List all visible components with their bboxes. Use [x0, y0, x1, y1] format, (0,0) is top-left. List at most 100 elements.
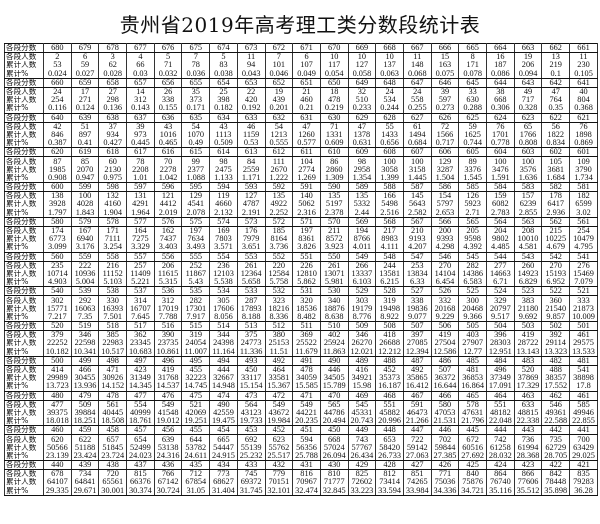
cell-score: 585 [458, 181, 487, 193]
cell-score: 482 [541, 355, 571, 366]
cell-percent: 6.829 [513, 278, 543, 288]
cell-score: 636 [153, 112, 183, 123]
cell-percent: 5.43 [181, 278, 211, 288]
cell-percent: 35.116 [486, 486, 515, 496]
cell-cumulative: 94 [236, 61, 266, 70]
cell-score: 474 [209, 390, 238, 401]
page-title: 贵州省2019年高考理工类分数段统计表 [119, 13, 481, 37]
cell-count: 851 [402, 469, 432, 479]
row-label-score: 各段分数 [4, 355, 44, 366]
cell-cumulative: 79283 [569, 478, 598, 487]
cell-percent: 0.717 [430, 139, 460, 149]
cell-percent: 13.936 [70, 382, 100, 392]
cell-count: 35 [181, 87, 211, 97]
cell-percent: 0.509 [209, 139, 238, 149]
cell-count: 244 [375, 261, 404, 270]
cell-cumulative: 137 [375, 61, 404, 70]
cell-score: 543 [513, 251, 543, 262]
cell-cumulative: 24773 [236, 339, 266, 348]
cell-score: 557 [126, 251, 155, 262]
cell-score: 529 [347, 286, 377, 297]
cell-count: 369 [292, 330, 321, 340]
cell-count: 302 [43, 295, 72, 305]
cell-score: 671 [292, 42, 321, 54]
cell-percent: 8.188 [236, 312, 266, 322]
cell-percent: 9.229 [430, 312, 460, 322]
cell-cumulative: 77606 [513, 478, 543, 487]
cell-count: 145 [402, 191, 432, 201]
cell-cumulative: 27907 [458, 339, 487, 348]
cell-cumulative: 53782 [181, 443, 211, 452]
cell-cumulative: 1433 [375, 130, 404, 140]
cell-percent: 4.207 [402, 243, 432, 253]
cell-score: 633 [236, 112, 266, 123]
table-row-score: 各段分数 480 479 478 477 476 475 474 473 472 471 470 469… [4, 390, 598, 401]
table-row-cumulative: 累计人数 3928 4028 4160 4291 4412 4541 4660 4787 4922… [4, 200, 598, 209]
cell-percent: 10.009 [569, 312, 598, 322]
cell-cumulative: 558 [402, 96, 432, 105]
cell-cumulative: 10010 [513, 235, 543, 244]
cell-score: 422 [541, 459, 571, 471]
cell-percent: 1.636 [513, 173, 543, 183]
cell-percent: 5.221 [126, 278, 155, 288]
cell-score: 562 [541, 216, 571, 227]
cell-cumulative: 37869 [513, 374, 543, 383]
cell-percent: 0.105 [569, 69, 598, 79]
cell-percent: 2.516 [375, 208, 404, 218]
row-label-count: 各段人数 [4, 469, 44, 479]
row-label-score: 各段分数 [4, 216, 44, 227]
cell-cumulative: 37349 [486, 374, 515, 383]
cell-percent: 10.683 [126, 347, 155, 357]
cell-count: 105 [541, 156, 571, 166]
cell-score: 431 [292, 459, 321, 471]
cell-percent: 18.251 [70, 417, 100, 427]
cell-count: 253 [402, 261, 432, 270]
cell-cumulative: 7803 [209, 235, 238, 244]
cell-count: 24 [43, 87, 72, 97]
cell-percent: 20.743 [347, 417, 377, 427]
cell-score: 515 [181, 320, 211, 332]
row-label-count: 各段人数 [4, 226, 44, 236]
cell-count: 11 [569, 52, 598, 62]
cell-count: 215 [541, 226, 571, 236]
cell-percent: 2.582 [402, 208, 432, 218]
cell-count: 665 [209, 434, 238, 444]
cell-count: 810 [319, 469, 349, 479]
cell-percent: 0.808 [513, 139, 543, 149]
cell-count: 65 [513, 122, 543, 131]
cell-score: 663 [513, 42, 543, 54]
cell-cumulative: 35865 [402, 374, 432, 383]
cell-count: 47 [292, 122, 321, 131]
cell-cumulative: 3476 [486, 165, 515, 174]
cell-score: 572 [264, 216, 294, 227]
cell-cumulative: 1822 [541, 130, 571, 140]
cell-percent: 2.783 [486, 208, 515, 218]
cell-percent: 16.412 [402, 382, 432, 392]
cell-score: 472 [264, 390, 294, 401]
cell-score: 619 [70, 147, 100, 158]
cell-percent: 12.394 [402, 347, 432, 357]
cell-cumulative: 48815 [513, 408, 543, 418]
cell-score: 500 [43, 355, 72, 366]
cell-cumulative: 846 [43, 130, 72, 140]
row-label-cumulative: 累计人数 [4, 130, 44, 140]
cell-count: 56 [541, 122, 571, 131]
cell-score: 669 [347, 42, 377, 54]
cell-percent: 0.834 [541, 139, 571, 149]
cell-cumulative: 3158 [402, 165, 432, 174]
row-label-percent: 累计% [4, 312, 44, 322]
cell-percent: 1.797 [43, 208, 72, 218]
cell-percent: 4.903 [43, 278, 72, 288]
cell-cumulative: 3681 [541, 165, 571, 174]
cell-count: 78 [126, 156, 155, 166]
cell-count: 672 [458, 434, 487, 444]
cell-percent: 17.8 [569, 382, 598, 392]
cell-percent: 0.387 [43, 139, 72, 149]
cell-percent: 19.733 [236, 417, 266, 427]
cell-percent: 6.583 [458, 278, 487, 288]
cell-score: 590 [319, 181, 349, 193]
cell-percent: 0.1 [541, 69, 571, 79]
cell-percent: 0.273 [430, 104, 460, 114]
cell-percent: 22.588 [541, 417, 571, 427]
cell-count: 24 [375, 87, 404, 97]
